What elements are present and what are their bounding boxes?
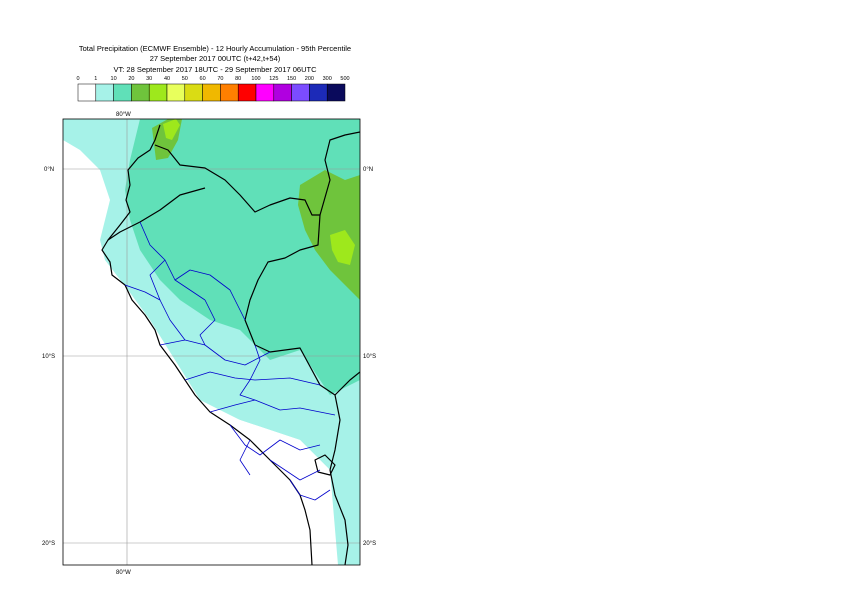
map-title: Total Precipitation (ECMWF Ensemble) - 1… (78, 44, 352, 53)
scale-tick-label: 0 (76, 76, 79, 82)
lon-label-bottom: 80°W (116, 570, 131, 576)
admin-boundary (184, 371, 321, 386)
precipitation-color-scale: 0 1 10 20 30 40 50 60 70 80 100 125 150 200 300 500 (76, 76, 350, 102)
color-swatch (326, 83, 346, 102)
valid-time: VT: 28 September 2017 18UTC - 29 Septemb… (113, 65, 317, 74)
admin-boundary (239, 344, 261, 401)
admin-boundary (269, 459, 321, 481)
run-date: 27 September 2017 00UTC (t+42,t+54) (149, 54, 281, 63)
scale-tick-label: 1 (94, 76, 97, 82)
admin-boundary (239, 439, 251, 476)
scale-tick-label: 300 (323, 76, 332, 82)
admin-boundary (209, 399, 336, 416)
admin-boundary (149, 259, 166, 301)
scale-tick-label: 40 (164, 76, 170, 82)
admin-boundary (229, 424, 321, 456)
lat-label-right-10s: 10°S (363, 354, 376, 360)
admin-boundary (289, 479, 331, 501)
no-precip-area (195, 405, 330, 520)
scale-tick-label: 70 (217, 76, 223, 82)
admin-boundary (139, 221, 206, 301)
scale-tick-label: 80 (235, 76, 241, 82)
border-ecuador-colombia (154, 144, 320, 216)
lat-label-left-20s: 20°S (42, 541, 55, 547)
border-ecuador-peru (107, 187, 206, 241)
border-chile (329, 469, 349, 565)
scale-tick-label: 30 (146, 76, 152, 82)
heaviest-precip-north (163, 119, 180, 140)
map-frame (62, 118, 361, 566)
scale-tick-label: 100 (251, 76, 260, 82)
border-brazil-bolivia (334, 371, 360, 396)
scale-tick-label: 10 (111, 76, 117, 82)
scale-tick-label: 150 (287, 76, 296, 82)
scale-tick-label: 500 (340, 76, 349, 82)
heaviest-precip-east (330, 230, 355, 265)
border-colombia-brazil (319, 131, 360, 216)
lat-label-right-0n: 0°N (363, 167, 373, 173)
lon-label-top: 80°W (116, 112, 131, 118)
scale-tick-label: 200 (305, 76, 314, 82)
scale-tick-label: 20 (128, 76, 134, 82)
lake-titicaca (314, 454, 336, 476)
admin-boundary (174, 269, 246, 321)
admin-boundary (159, 339, 271, 366)
admin-boundary (199, 299, 216, 346)
lat-label-left-0n: 0°N (44, 167, 54, 173)
lat-label-right-20s: 20°S (363, 541, 376, 547)
scale-tick-label: 60 (200, 76, 206, 82)
lat-label-left-10s: 10°S (42, 354, 55, 360)
scale-tick-label: 50 (182, 76, 188, 82)
heavy-precip-east (298, 170, 360, 300)
scale-tick-label: 125 (269, 76, 278, 82)
coastline (101, 124, 313, 565)
border-peru-brazil (244, 214, 341, 471)
